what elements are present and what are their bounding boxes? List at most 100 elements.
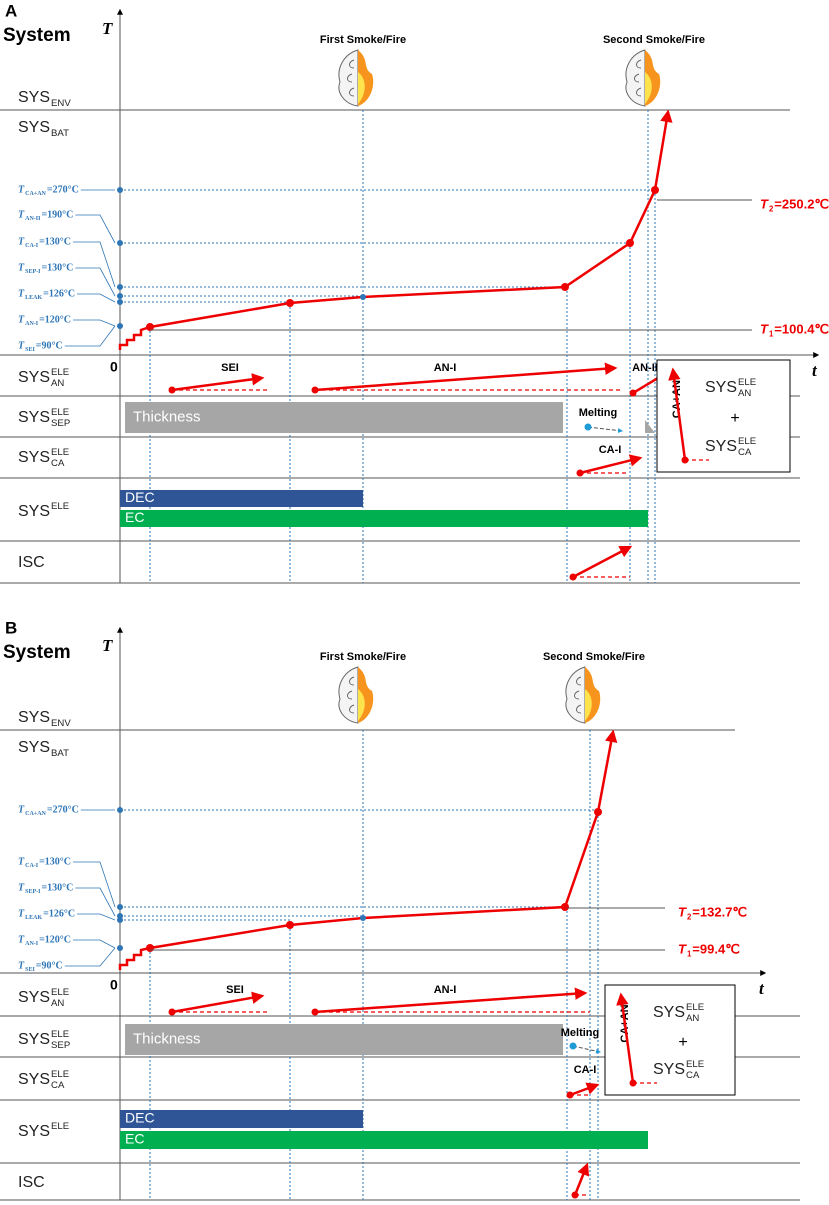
row-label-base: SYS (18, 89, 50, 106)
legend-top-base: SYS (705, 379, 737, 396)
temperature-label-base: T (18, 209, 25, 220)
temperature-label-sub: SEP-I (25, 889, 41, 895)
curve-point (594, 808, 602, 816)
row-label-base: SYS (18, 989, 50, 1006)
temperature-leader (75, 267, 116, 297)
panel-title: System (3, 25, 71, 46)
process-arrow-dot (311, 1008, 319, 1016)
temperature-leader (75, 214, 116, 244)
x-axis-label: t (759, 979, 765, 998)
t2-label-value: =250.2℃ (774, 196, 829, 211)
temperature-label-sub: CA-I (25, 863, 39, 869)
temperature-label-sub: LEAK (25, 295, 42, 301)
temperature-label-value: =126°C (43, 908, 75, 919)
curve-point (561, 283, 569, 291)
temperature-label-sub: CA+AN (25, 191, 46, 197)
temperature-leader (77, 293, 116, 303)
curve-point (146, 944, 154, 952)
temperature-leader (77, 913, 116, 921)
separator-bar (125, 402, 563, 433)
temperature-label-value: =120°C (39, 934, 71, 945)
curve-point (360, 294, 366, 300)
panel-letter: B (5, 618, 17, 637)
t2-label-value: =132.7℃ (692, 904, 747, 919)
row-label-base: SYS (18, 503, 50, 520)
t1-label-sub: 1 (769, 330, 774, 339)
temperature-label-value: =90°C (36, 340, 63, 351)
curve-point (561, 903, 569, 911)
temperature-leader (73, 319, 116, 327)
process-label: AN-II (632, 362, 658, 374)
smoke (565, 666, 586, 724)
temperature-label-sub: AN-II (25, 216, 41, 222)
legend-arrow-dot (681, 456, 689, 464)
legend-plus: + (678, 1034, 687, 1051)
bar-label: EC (125, 1131, 144, 1147)
t2-label-sub: 2 (687, 913, 692, 922)
dec-bar (120, 1110, 363, 1128)
event-label: First Smoke/Fire (320, 34, 406, 46)
process-arrow (314, 362, 618, 392)
temperature-label-value: =120°C (39, 314, 71, 325)
temperature-label-value: =130°C (41, 262, 73, 273)
process-arrow-dot (168, 386, 176, 394)
row-label-sup: ELE (51, 407, 69, 418)
temperature-label-base: T (18, 856, 25, 867)
temperature-label-base: T (18, 340, 25, 351)
legend-bottom-sup: ELE (738, 436, 756, 447)
process-label: AN-I (434, 984, 457, 996)
bar-label: Thickness (133, 408, 201, 425)
smoke (338, 49, 359, 107)
temperature-label-value: =270°C (47, 804, 79, 815)
temperature-label-sub: SEI (25, 967, 35, 973)
flame-core (358, 689, 365, 721)
y-axis-label: T (102, 636, 113, 655)
temperature-label-value: =130°C (39, 856, 71, 867)
row-label-base: SYS (18, 1071, 50, 1088)
separator-tail (645, 420, 655, 433)
panel-letter: A (5, 1, 17, 20)
event-label: Second Smoke/Fire (603, 34, 705, 46)
t1-label-sub: 1 (687, 950, 692, 959)
fire-icon (625, 49, 661, 107)
temperature-leader (64, 947, 116, 967)
temperature-leader (75, 887, 116, 917)
temperature-leader (73, 241, 116, 288)
t1-label-base: T (678, 941, 687, 956)
melting-arrow (572, 1045, 601, 1054)
axis-point (117, 323, 123, 329)
legend-top-sup: ELE (686, 1002, 704, 1013)
axis-point (117, 187, 123, 193)
temperature-label-base: T (18, 262, 25, 273)
row-label-sup: ELE (51, 447, 69, 458)
process-label: CA-I (574, 1064, 597, 1076)
row-label-sub: SEP (51, 1040, 70, 1051)
row-label-base: SYS (18, 409, 50, 426)
bar-label: DEC (125, 1110, 155, 1126)
row-label-base: ISC (18, 554, 45, 571)
axis-point (117, 299, 123, 305)
temperature-label-value: =126°C (43, 288, 75, 299)
row-label-base: SYS (18, 369, 50, 386)
ec-bar (120, 1131, 648, 1149)
origin-label: 0 (110, 359, 118, 375)
process-label: AN-I (434, 362, 457, 374)
dec-bar (120, 490, 363, 507)
fire-icon (565, 666, 601, 724)
temperature-label-value: =130°C (39, 236, 71, 247)
row-label-base: SYS (18, 449, 50, 466)
t1-label-base: T (760, 321, 769, 336)
smoke (625, 49, 646, 107)
temperature-label-value: =130°C (41, 882, 73, 893)
axis-point (117, 293, 123, 299)
temperature-label-value: =270°C (47, 184, 79, 195)
axis-point (117, 917, 123, 923)
row-label-sub: BAT (51, 128, 69, 139)
process-arrow (171, 373, 265, 392)
process-label: Melting (579, 407, 618, 419)
process-arrow (573, 1162, 590, 1196)
process-arrow (171, 991, 265, 1014)
legend-bottom-sub: CA (738, 447, 752, 458)
process-arrow-dot (168, 1008, 176, 1016)
t1-label-value: =100.4℃ (774, 321, 829, 336)
